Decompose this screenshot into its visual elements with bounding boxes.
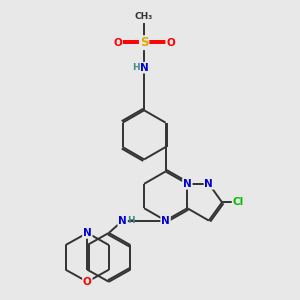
Text: O: O — [113, 38, 122, 48]
Text: O: O — [83, 277, 92, 287]
Text: CH₃: CH₃ — [135, 12, 153, 21]
Text: S: S — [140, 36, 148, 49]
Text: H: H — [132, 63, 140, 72]
Text: N: N — [204, 179, 213, 189]
Text: Cl: Cl — [232, 197, 244, 207]
Text: N: N — [183, 179, 192, 189]
Text: H: H — [127, 216, 135, 225]
Text: N: N — [161, 216, 170, 226]
Text: N: N — [83, 228, 92, 238]
Text: N: N — [140, 63, 148, 73]
Text: O: O — [166, 38, 175, 48]
Text: N: N — [118, 216, 127, 226]
